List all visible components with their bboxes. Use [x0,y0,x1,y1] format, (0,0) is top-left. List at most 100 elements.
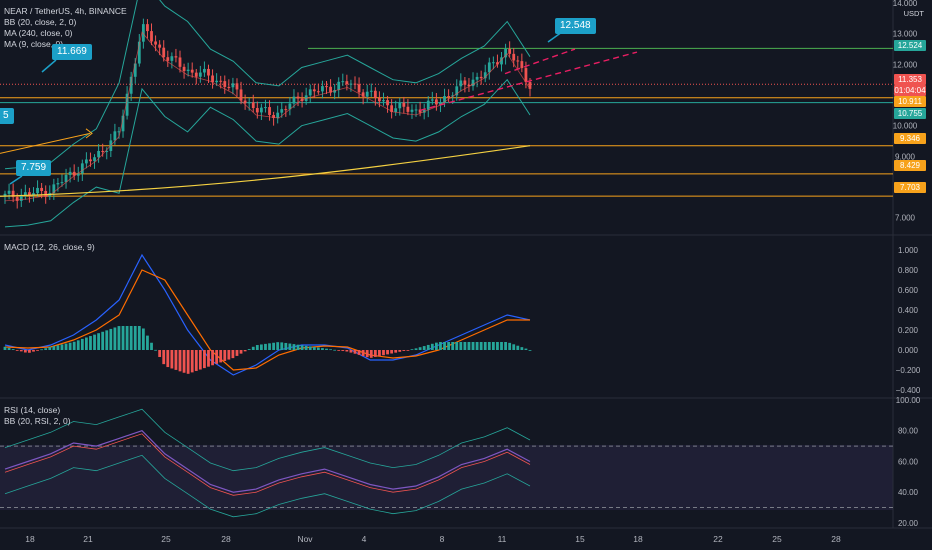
countdown-tag: 01:04:04 [894,85,926,96]
level-tag-10911: 10.911 [894,96,926,107]
histogram-bar [133,326,137,350]
histogram-bar [276,342,280,350]
candle-body [329,86,332,93]
time-tick-label: 18 [25,534,35,544]
candle-body [231,83,235,88]
time-tick-label: 21 [83,534,93,544]
candle-body [463,80,467,85]
histogram-bar [243,350,247,352]
histogram-bar [365,350,369,358]
histogram-bar [337,350,341,351]
level-tag-10755: 10.755 [894,108,926,119]
rsi-bb-label: BB (20, RSI, 2, 0) [4,416,71,426]
macd-tick-label: 1.000 [898,246,919,255]
histogram-bar [300,345,304,350]
candle-body [166,57,170,61]
callout-low: 7.759 [16,160,52,176]
candle-body [251,102,255,109]
histogram-bar [56,345,60,350]
candle-body [361,92,365,97]
histogram-bar [361,350,365,357]
candle-body [394,108,398,113]
histogram-bar [255,345,259,350]
histogram-bar [483,342,487,350]
histogram-bar [231,350,235,359]
histogram-bar [496,342,499,350]
candle-body [137,41,141,64]
candle-body [141,24,145,42]
candle-body [113,131,117,141]
histogram-bar [80,338,84,350]
dashed-trend-upper [504,48,576,75]
histogram-bar [28,350,31,353]
candle-body [182,66,186,72]
rsi-tick-label: 40.00 [898,488,919,497]
candle-body [500,57,503,65]
histogram-bar [487,342,491,350]
histogram-bar [447,342,451,350]
histogram-bar [23,350,27,353]
callout-pointer [9,175,23,185]
bb-lower [4,78,531,228]
candle-body [491,62,495,64]
histogram-bar [52,346,56,350]
histogram-bar [203,350,206,369]
candle-body [524,68,528,83]
candle-body [455,86,459,96]
candle-body [321,86,324,92]
signal-line [4,269,530,371]
candle-body [60,182,64,184]
candle-body [97,150,101,158]
candle-body [333,90,337,93]
histogram-bar [382,350,385,356]
candle-body [483,72,487,79]
histogram-bar [312,346,316,350]
histogram-bar [471,342,475,350]
histogram-bar [524,348,528,350]
histogram-bar [325,348,328,350]
histogram-bar [369,350,373,358]
callout-high: 12.548 [555,18,596,34]
histogram-bar [93,334,96,350]
histogram-bar [64,343,68,350]
histogram-bar [284,342,288,350]
histogram-bar [239,350,243,354]
histogram-bar [390,350,394,354]
rsi-tick-label: 20.00 [898,519,919,528]
histogram-bar [178,350,182,372]
trend-line [0,132,91,154]
time-tick-label: 22 [713,534,723,544]
histogram-bar [430,343,434,350]
candle-body [198,72,202,77]
histogram-bar [268,343,271,350]
candle-body [239,89,243,101]
time-tick-label: 4 [362,534,367,544]
candle-body [341,81,345,83]
histogram-bar [89,336,92,350]
rsi-bb-basis [4,433,531,496]
candle-body [516,60,520,62]
candle-body [223,81,227,87]
candle-body [284,109,288,111]
candle-body [64,174,68,183]
candle-body [520,61,524,69]
rsi-legend: RSI (14, close) BB (20, RSI, 2, 0) [4,405,71,427]
histogram-bar [288,343,292,350]
rsi-band-fill [0,445,893,510]
histogram-bar [251,346,255,350]
candle-body [272,115,276,118]
time-tick-label: Nov [297,534,313,544]
candle-body [247,102,251,104]
candle-body [386,100,389,106]
trend-arrow [85,128,93,139]
level-tag-9346: 9.346 [894,133,926,144]
histogram-bar [227,350,231,360]
candle-body [447,96,451,98]
level-tag-12524: 12.524 [894,40,926,51]
macd-legend: MACD (12, 26, close, 9) [4,242,95,253]
histogram-bar [504,342,507,350]
histogram-bar [500,342,503,350]
candle-body [268,107,271,116]
candle-body [414,109,418,111]
